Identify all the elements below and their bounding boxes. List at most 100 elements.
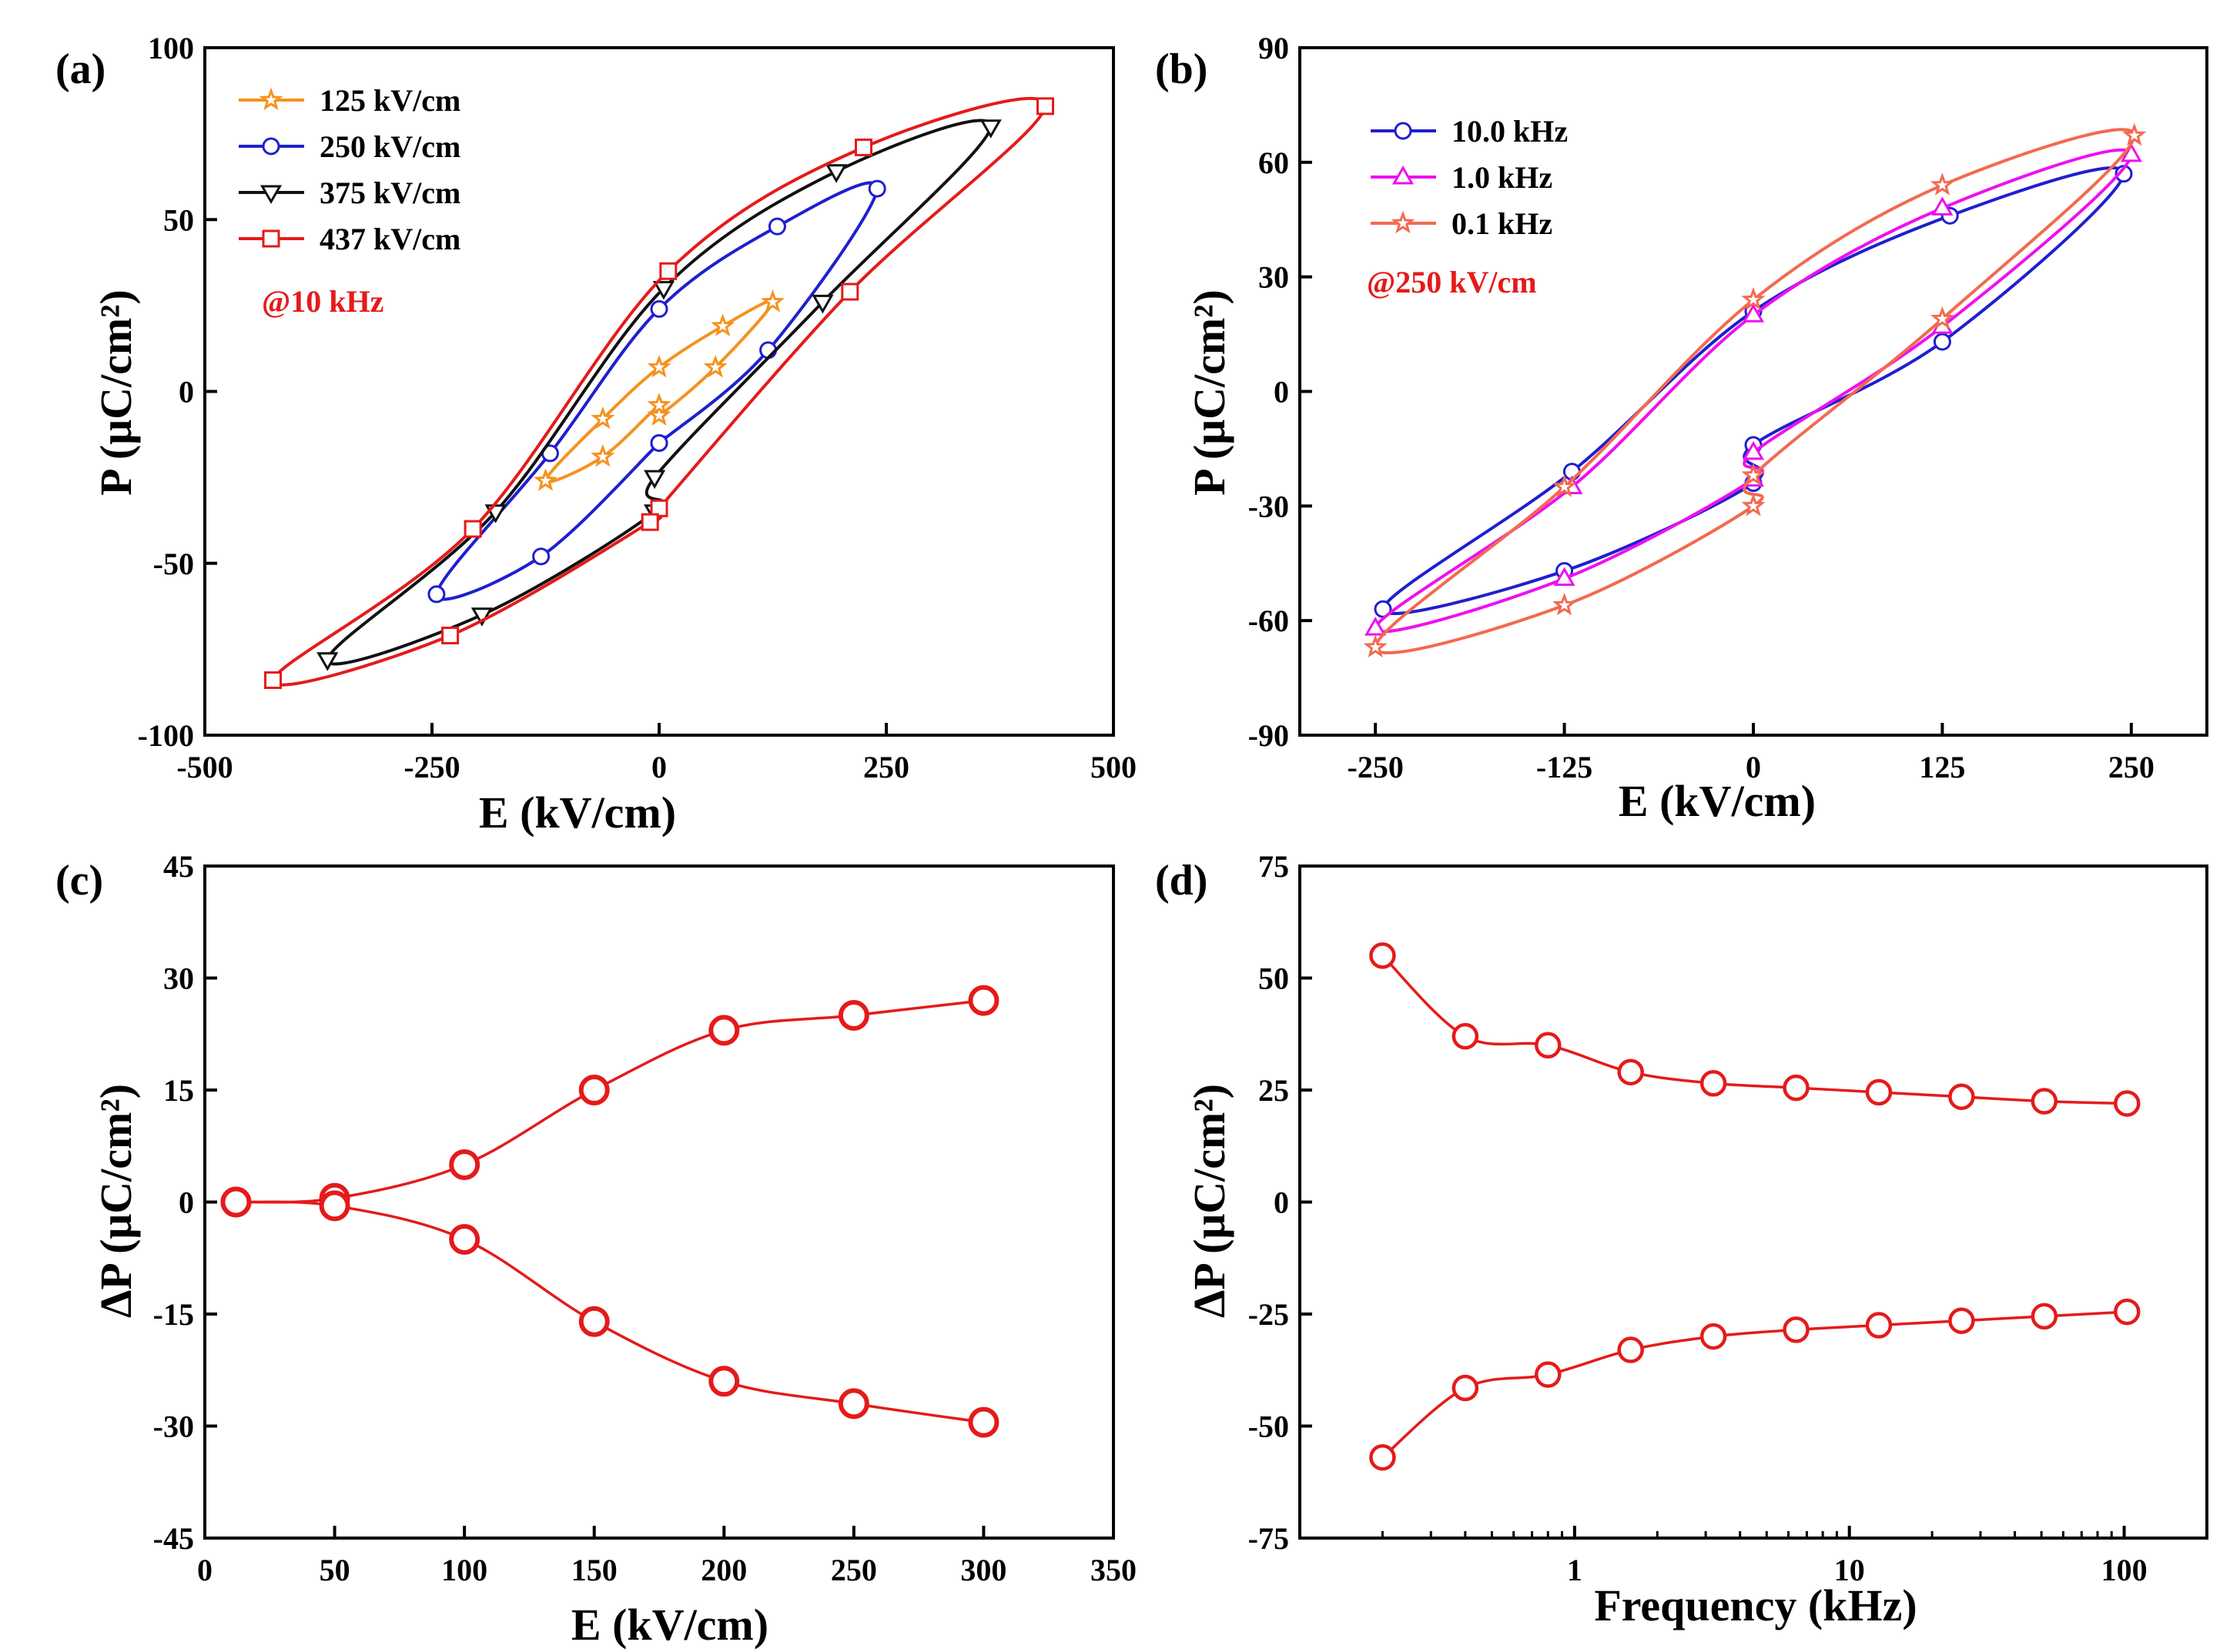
series-line-d-0 <box>1381 955 2128 1105</box>
y-tick-label: -90 <box>1248 718 1289 753</box>
data-point <box>868 179 886 198</box>
series-line-d-1 <box>1381 1310 2128 1459</box>
legend-marker <box>1391 210 1415 234</box>
data-point <box>591 406 615 430</box>
data-point <box>647 393 671 416</box>
y-tick-label: -15 <box>153 1297 194 1332</box>
data-point <box>1699 1323 1727 1350</box>
data-point <box>838 1388 869 1420</box>
data-point <box>1036 97 1054 115</box>
series-line-a-0 <box>544 299 775 484</box>
panel-a: (a) E (kV/cm) P (μC/cm²) @10 kHz -500 -25… <box>55 31 1137 838</box>
data-point <box>1535 1032 1562 1059</box>
data-point <box>1948 1083 1975 1110</box>
data-point <box>1741 493 1766 517</box>
y-tick-label: 0 <box>179 1185 194 1220</box>
legend-label: 0.1 kHz <box>1451 206 1552 241</box>
data-point <box>2031 1303 2058 1330</box>
x-tick-label: -125 <box>1536 750 1592 784</box>
y-tick-label: 45 <box>163 849 194 884</box>
y-tick-label: -25 <box>1248 1297 1289 1332</box>
x-tick-label: 125 <box>1919 750 1965 784</box>
legend-label: 375 kV/cm <box>320 176 460 210</box>
x-tick-label: 100 <box>2101 1553 2148 1587</box>
data-point <box>464 520 482 538</box>
data-point <box>703 354 728 378</box>
x-axis-label-d: Frequency (kHz) <box>1594 1580 1917 1630</box>
data-point <box>1535 1361 1562 1388</box>
data-point <box>1783 1074 1810 1102</box>
data-point <box>761 289 785 313</box>
data-point <box>264 671 282 690</box>
data-point <box>768 217 786 236</box>
x-tick-label: 0 <box>1746 750 1761 784</box>
data-point <box>427 585 446 604</box>
y-axis-label-c: ΔP (μC/cm²) <box>91 1084 141 1318</box>
data-point <box>470 607 493 627</box>
x-tick-label: 500 <box>1090 750 1137 784</box>
data-point <box>2114 1090 2141 1117</box>
data-point <box>1617 1058 1644 1085</box>
y-tick-label: 50 <box>163 202 194 237</box>
data-point <box>1930 306 1954 329</box>
data-point <box>644 470 666 490</box>
data-point <box>650 299 668 318</box>
x-tick-label: 300 <box>960 1553 1006 1587</box>
y-tick-label: 15 <box>163 1073 194 1108</box>
data-point <box>1451 1374 1479 1402</box>
y-tick-label: 75 <box>1258 849 1289 884</box>
data-point <box>441 627 460 645</box>
y-tick-label: 30 <box>1258 260 1289 295</box>
x-tick-label: 1 <box>1567 1553 1582 1587</box>
x-tick-label: 350 <box>1090 1553 1137 1587</box>
panel-d: (d) Frequency (kHz) ΔP (μC/cm²) 1 10 100 -7… <box>1155 849 2208 1630</box>
series-line-a-2 <box>326 119 993 666</box>
data-point <box>812 294 834 314</box>
legend-label: 125 kV/cm <box>320 83 460 118</box>
data-point <box>2031 1088 2058 1115</box>
x-tick-label: 100 <box>441 1553 487 1587</box>
y-axis-label-b: P (μC/cm²) <box>1184 289 1234 496</box>
panel-label-a: (a) <box>55 45 105 93</box>
legend-label: 250 kV/cm <box>320 129 460 164</box>
y-tick-label: 0 <box>179 375 194 410</box>
data-point <box>532 547 551 566</box>
data-point <box>1865 1078 1893 1106</box>
y-tick-label: -75 <box>1248 1521 1289 1556</box>
y-tick-label: -50 <box>153 547 194 581</box>
y-tick-label: -30 <box>1248 489 1289 523</box>
y-tick-label: 0 <box>1274 375 1289 410</box>
data-point <box>1741 463 1766 486</box>
y-tick-label: 60 <box>1258 145 1289 180</box>
legend-label: 1.0 kHz <box>1451 160 1552 195</box>
data-point <box>1552 474 1577 497</box>
legend-marker <box>1394 122 1412 140</box>
x-tick-label: 250 <box>863 750 909 784</box>
y-tick-label: 30 <box>163 961 194 996</box>
x-tick-label: -250 <box>1348 750 1404 784</box>
data-point <box>1552 592 1577 616</box>
x-tick-label: -250 <box>403 750 460 784</box>
panel-label-d: (d) <box>1155 857 1207 905</box>
data-point <box>1369 942 1396 969</box>
data-point <box>1553 567 1575 587</box>
panel-b: (b) E (kV/cm) P (μC/cm²) @250 kV/cm -250… <box>1155 31 2208 826</box>
data-point <box>1451 1022 1479 1050</box>
x-tick-label: -500 <box>176 750 233 784</box>
plot-frame-b <box>1298 46 2208 737</box>
data-point <box>979 119 1002 139</box>
series-line-a-3 <box>271 96 1047 687</box>
y-tick-label: 100 <box>148 31 194 65</box>
data-point <box>711 313 735 336</box>
panel-c: (c) E (kV/cm) ΔP (μC/cm²) 0 50 100 150 200 25… <box>55 849 1137 1650</box>
data-point <box>578 1075 610 1105</box>
data-point <box>578 1306 610 1337</box>
series-line-c-0 <box>236 998 984 1204</box>
data-point <box>319 1190 350 1222</box>
data-point <box>534 468 557 491</box>
series-line-b-1 <box>1374 148 2133 634</box>
data-point <box>855 138 872 156</box>
data-point <box>2120 142 2142 162</box>
data-point <box>659 262 678 280</box>
y-tick-label: 0 <box>1274 1185 1289 1220</box>
